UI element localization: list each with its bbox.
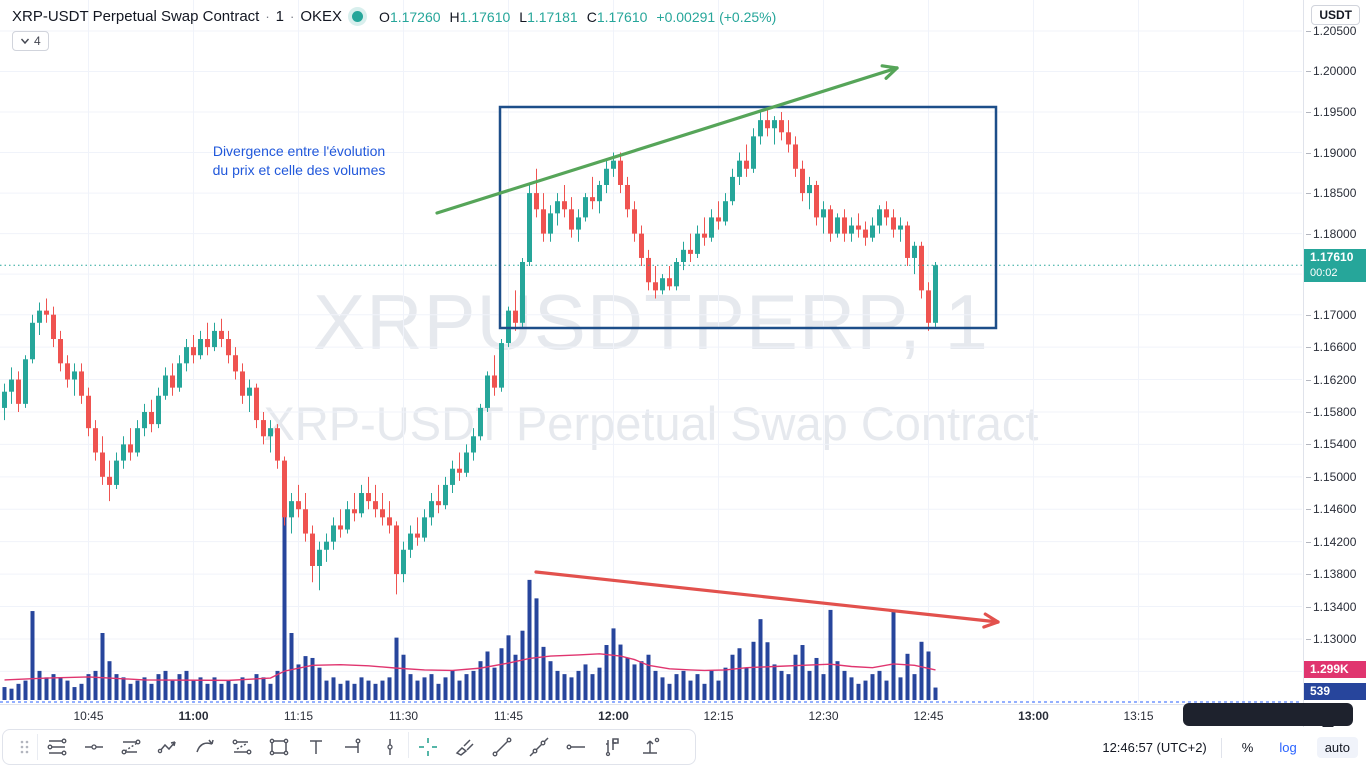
percent-scale-button[interactable]: % — [1241, 740, 1254, 755]
price-tick-label: 1.14600 — [1305, 502, 1357, 517]
crosshair-tool-icon[interactable] — [409, 732, 446, 762]
brush-tool-icon[interactable] — [446, 732, 483, 762]
time-axis[interactable]: 10:45 11:00 11:15 11:30 11:45 12:00 12:15 12:30… — [0, 704, 1303, 728]
divergence-annotation[interactable]: Divergence entre l'évolution du prix et … — [188, 142, 410, 180]
ohlc-values: O1.17260 H1.17610 L1.17181 C1.17610 +0.0… — [379, 8, 777, 25]
status-bar: 12:46:57 (UTC+2) % log auto — [1102, 727, 1358, 768]
price-tick-label: 1.13400 — [1305, 599, 1357, 614]
price-tick-label: 1.17000 — [1305, 307, 1357, 322]
change-value: +0.00291 (+0.25%) — [656, 8, 777, 25]
currency-unit-button[interactable]: USDT — [1311, 5, 1360, 25]
rectangle-tool-icon[interactable] — [260, 732, 297, 762]
price-tick-label: 1.19500 — [1305, 105, 1357, 120]
horizontal-ray-tool-icon[interactable] — [557, 732, 594, 762]
bar-countdown: 00:02 — [1310, 267, 1338, 280]
volume-ma-badge: 1.299K — [1304, 660, 1366, 678]
divider — [1220, 737, 1222, 758]
high-value: 1.17610 — [459, 8, 511, 25]
time-tick-label: 12:15 — [703, 709, 734, 723]
time-tick-label: 11:00 — [178, 709, 209, 723]
object-tree-button[interactable]: 4 — [12, 31, 49, 51]
chart-legend: XRP-USDT Perpetual Swap Contract · 1 · O… — [12, 8, 776, 25]
multi-lines-tool-icon[interactable] — [38, 732, 75, 762]
separator-dot: · — [290, 9, 295, 24]
interval-label[interactable]: 1 — [275, 8, 285, 25]
scale-tooltip — [1183, 703, 1353, 732]
low-value: 1.17181 — [527, 8, 578, 25]
horizontal-line-tool-icon[interactable] — [75, 732, 112, 762]
disjoint-channel-tool-icon[interactable] — [223, 732, 260, 762]
price-tick-label: 1.18500 — [1305, 186, 1357, 201]
price-tick-label: 1.13800 — [1305, 567, 1357, 582]
time-tick-label: 11:30 — [388, 709, 419, 723]
price-tick-label: 1.16200 — [1305, 372, 1357, 387]
price-tick-label: 1.13000 — [1305, 631, 1357, 646]
open-value: 1.17260 — [389, 8, 441, 25]
last-price-badge: 1.17610 00:02 — [1304, 249, 1366, 283]
price-tick-label: 1.19000 — [1305, 145, 1357, 160]
time-tick-label: 11:15 — [283, 709, 314, 723]
annotation-line1: Divergence entre l'évolution — [212, 143, 386, 159]
price-tick-label: 1.14200 — [1305, 534, 1357, 549]
chevron-down-icon — [20, 38, 30, 45]
price-tick-label: 1.16600 — [1305, 340, 1357, 355]
time-tick-label: 12:45 — [913, 709, 944, 723]
close-value: 1.17610 — [596, 8, 648, 25]
price-tick-label: 1.20000 — [1305, 64, 1357, 79]
toolbar-divider — [408, 732, 409, 758]
trend-line-tool-icon[interactable] — [483, 732, 520, 762]
time-tick-label: 12:30 — [808, 709, 839, 723]
extended-line-tool-icon[interactable] — [520, 732, 557, 762]
object-count: 4 — [34, 34, 41, 48]
annotation-line2: du prix et celle des volumes — [212, 162, 386, 178]
symbol-title[interactable]: XRP-USDT Perpetual Swap Contract — [12, 8, 260, 25]
price-tick-label: 1.15400 — [1305, 437, 1357, 452]
bottom-bar: 12:46:57 (UTC+2) % log auto — [0, 727, 1366, 768]
bars-pattern-tool-icon[interactable] — [594, 732, 631, 762]
curve-tool-icon[interactable] — [186, 732, 223, 762]
anchored-ray-tool-icon[interactable] — [334, 732, 371, 762]
auto-scale-button[interactable]: auto — [1316, 737, 1358, 758]
time-tick-label: 13:00 — [1018, 709, 1049, 723]
toolbar-drag-handle-icon[interactable] — [11, 739, 37, 755]
log-scale-button[interactable]: log — [1279, 740, 1297, 755]
price-tick-label: 1.20500 — [1305, 23, 1357, 38]
time-tick-label: 13:15 — [1123, 709, 1154, 723]
time-tick-label: 10:45 — [73, 709, 104, 723]
clock[interactable]: 12:46:57 (UTC+2) — [1102, 740, 1207, 755]
separator-dot: · — [265, 9, 270, 24]
price-axis[interactable]: USDT 1.20500 1.20000 1.19500 1.19000 1.18500… — [1303, 0, 1366, 727]
zigzag-arrow-tool-icon[interactable] — [149, 732, 186, 762]
time-tick-label: 11:45 — [493, 709, 524, 723]
parallel-lines-tool-icon[interactable] — [112, 732, 149, 762]
price-tick-label: 1.15800 — [1305, 404, 1357, 419]
toolbar-divider — [37, 734, 38, 760]
chart-canvas[interactable] — [0, 0, 1303, 727]
price-tick-label: 1.18000 — [1305, 226, 1357, 241]
market-status-icon[interactable] — [352, 11, 364, 22]
vertical-line-tool-icon[interactable] — [371, 732, 408, 762]
volume-badge: 539 — [1304, 682, 1366, 700]
text-tool-icon[interactable] — [297, 732, 334, 762]
exchange-label[interactable]: OKEX — [300, 8, 343, 25]
price-tick-label: 1.15000 — [1305, 469, 1357, 484]
time-tick-label: 12:00 — [598, 709, 629, 723]
long-position-tool-icon[interactable] — [631, 732, 668, 762]
drawing-toolbar — [2, 729, 696, 765]
